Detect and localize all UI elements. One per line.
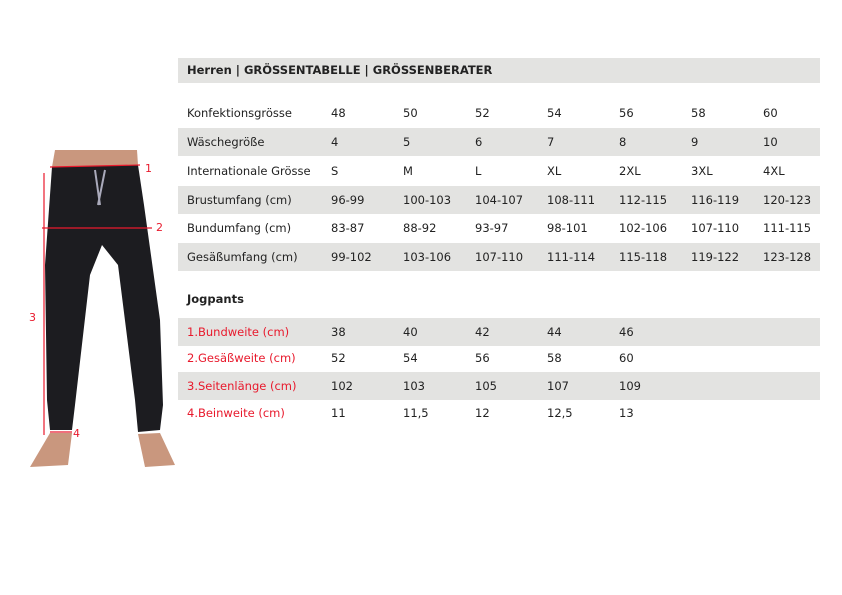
table-row: 1.Bundweite (cm) 38 40 42 44 46 xyxy=(178,318,820,346)
cell: 54 xyxy=(403,351,418,365)
header-bar: Herren | GRÖSSENTABELLE | GRÖSSENBERATER xyxy=(178,58,820,83)
cell: 8 xyxy=(619,135,627,149)
header-title: Herren | GRÖSSENTABELLE | GRÖSSENBERATER xyxy=(187,63,493,77)
cell: 102 xyxy=(331,379,353,393)
table-row: Konfektionsgrösse 48 50 52 54 56 58 60 xyxy=(178,99,820,127)
row-label: Bundumfang (cm) xyxy=(187,221,292,235)
cell: 46 xyxy=(619,325,634,339)
cell: 119-122 xyxy=(691,250,740,264)
row-label: 3.Seitenlänge (cm) xyxy=(187,379,297,393)
cell: 93-97 xyxy=(475,221,509,235)
cell: 13 xyxy=(619,406,634,420)
feet xyxy=(30,433,175,467)
cell: 111-115 xyxy=(763,221,812,235)
cell: 98-101 xyxy=(547,221,588,235)
cell: 40 xyxy=(403,325,418,339)
cell: 9 xyxy=(691,135,699,149)
cell: 11,5 xyxy=(403,406,429,420)
row-label: Gesäßumfang (cm) xyxy=(187,250,298,264)
cell: 109 xyxy=(619,379,641,393)
row-label: Brustumfang (cm) xyxy=(187,193,292,207)
cell: 7 xyxy=(547,135,555,149)
cell: 58 xyxy=(547,351,562,365)
cell: 3XL xyxy=(691,164,713,178)
cell: 99-102 xyxy=(331,250,372,264)
cell: S xyxy=(331,164,339,178)
jogpants-title: Jogpants xyxy=(187,292,244,306)
cell: 100-103 xyxy=(403,193,452,207)
pants-silhouette xyxy=(45,165,163,432)
table-row: Wäschegröße 4 5 6 7 8 9 10 xyxy=(178,128,820,156)
cell: 5 xyxy=(403,135,411,149)
table-row: Gesäßumfang (cm) 99-102 103-106 107-110 111-… xyxy=(178,243,820,271)
cell: 2XL xyxy=(619,164,641,178)
cell: 44 xyxy=(547,325,562,339)
cell: 120-123 xyxy=(763,193,812,207)
cell: 107-110 xyxy=(475,250,524,264)
row-label: Internationale Grösse xyxy=(187,164,311,178)
cell: 88-92 xyxy=(403,221,437,235)
torso xyxy=(52,150,138,167)
cell: 123-128 xyxy=(763,250,812,264)
cell: 4 xyxy=(331,135,339,149)
cell: 52 xyxy=(331,351,346,365)
marker-3: 3 xyxy=(29,311,36,324)
cell: 6 xyxy=(475,135,483,149)
cell: 116-119 xyxy=(691,193,740,207)
row-label: Wäschegröße xyxy=(187,135,265,149)
row-label: 1.Bundweite (cm) xyxy=(187,325,290,339)
cell: 83-87 xyxy=(331,221,365,235)
cell: 42 xyxy=(475,325,490,339)
cell: 48 xyxy=(331,106,346,120)
cell: 50 xyxy=(403,106,418,120)
table-row: 3.Seitenlänge (cm) 102 103 105 107 109 xyxy=(178,372,820,400)
cell: 108-111 xyxy=(547,193,596,207)
cell: 107 xyxy=(547,379,569,393)
cell: 12,5 xyxy=(547,406,573,420)
cell: 103-106 xyxy=(403,250,452,264)
marker-2: 2 xyxy=(156,221,163,234)
cell: 12 xyxy=(475,406,490,420)
marker-4: 4 xyxy=(73,427,80,440)
cell: 102-106 xyxy=(619,221,668,235)
cell: 103 xyxy=(403,379,425,393)
drawstring xyxy=(94,169,106,206)
cell: 112-115 xyxy=(619,193,668,207)
cell: 4XL xyxy=(763,164,785,178)
cell: 111-114 xyxy=(547,250,596,264)
cell: 38 xyxy=(331,325,346,339)
cell: XL xyxy=(547,164,562,178)
cell: 52 xyxy=(475,106,490,120)
cell: L xyxy=(475,164,482,178)
cell: 56 xyxy=(475,351,490,365)
cell: 11 xyxy=(331,406,346,420)
table-row: 2.Gesäßweite (cm) 52 54 56 58 60 xyxy=(178,344,820,372)
table-row: 4.Beinweite (cm) 11 11,5 12 12,5 13 xyxy=(178,399,820,427)
row-label: 4.Beinweite (cm) xyxy=(187,406,285,420)
cell: 60 xyxy=(619,351,634,365)
cell: 105 xyxy=(475,379,497,393)
cell: 107-110 xyxy=(691,221,740,235)
marker-1: 1 xyxy=(145,162,152,175)
pants-diagram: 1 2 3 4 xyxy=(29,150,175,467)
cell: 60 xyxy=(763,106,778,120)
cell: 58 xyxy=(691,106,706,120)
row-label: 2.Gesäßweite (cm) xyxy=(187,351,296,365)
table-row: Bundumfang (cm) 83-87 88-92 93-97 98-101 102-… xyxy=(178,214,820,242)
cell: 54 xyxy=(547,106,562,120)
cell: M xyxy=(403,164,413,178)
cell: 104-107 xyxy=(475,193,524,207)
row-label: Konfektionsgrösse xyxy=(187,106,292,120)
cell: 10 xyxy=(763,135,778,149)
cell: 56 xyxy=(619,106,634,120)
cell: 96-99 xyxy=(331,193,365,207)
cell: 115-118 xyxy=(619,250,668,264)
table-row: Brustumfang (cm) 96-99 100-103 104-107 108-1… xyxy=(178,186,820,214)
measure-lines xyxy=(42,164,152,435)
table-row: Internationale Grösse S M L XL 2XL 3XL 4XL xyxy=(178,157,820,185)
